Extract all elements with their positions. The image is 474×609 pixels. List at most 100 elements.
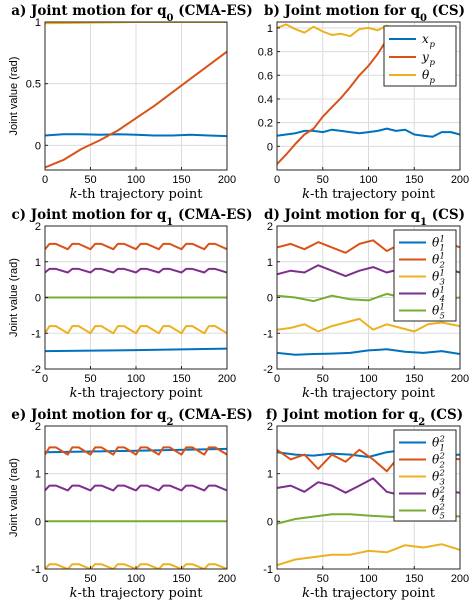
y-tick-label: 0.8: [258, 47, 273, 59]
y-tick-label: 1: [267, 23, 273, 35]
legend-label: θ42: [432, 486, 445, 505]
y-tick-label: 0: [267, 293, 273, 305]
x-tick-label: 100: [359, 174, 377, 186]
series-line-5: [45, 325, 227, 335]
x-tick-label: 50: [84, 174, 96, 186]
x-tick-label: 50: [317, 174, 329, 186]
series-line-3: [45, 484, 227, 492]
x-tick-label: 100: [127, 373, 145, 385]
chart-panel-2: 0 50 100 150 200 0 0.2 0.4 0.6 0.8 1 k-th trajector…: [258, 3, 469, 202]
series-line-3: [45, 22, 227, 25]
x-tick-label: 200: [218, 573, 236, 585]
x-tick-label: 50: [317, 373, 329, 385]
series-line-1: [277, 348, 460, 356]
legend-label: θ51: [432, 303, 445, 322]
y-axis-label: Joint value (rad): [8, 57, 20, 136]
y-tick-label: 0: [267, 516, 273, 528]
series-line-3: [277, 317, 460, 333]
y-tick-label: 0.5: [26, 79, 41, 91]
y-tick-label: 2: [35, 221, 41, 233]
x-tick-label: 150: [405, 573, 423, 585]
chart-title: b) Joint motion for q0 (CS): [264, 3, 465, 24]
x-tick-label: 0: [274, 573, 280, 585]
y-tick-label: 1: [35, 17, 41, 29]
chart-panel-1: 0 50 100 150 200 0 0.5 1 k-th trajectory point Jo…: [8, 3, 253, 202]
y-tick-label: 0.6: [258, 70, 273, 82]
x-tick-label: 200: [451, 174, 469, 186]
y-axis-label: Joint value (rad): [8, 258, 20, 337]
x-tick-label: 100: [127, 174, 145, 186]
y-tick-label: -1: [263, 564, 273, 576]
y-tick-label: -2: [263, 364, 273, 376]
x-tick-label: 150: [405, 174, 423, 186]
legend-label: θ31: [432, 269, 445, 288]
x-tick-label: 0: [274, 373, 280, 385]
x-axis-label: k-th trajectory point: [302, 187, 436, 202]
series-line-2: [277, 29, 397, 165]
x-tick-label: 150: [172, 174, 190, 186]
y-tick-label: 1: [35, 257, 41, 269]
y-tick-label: 2: [267, 221, 273, 233]
x-axis-label: k-th trajectory point: [70, 386, 204, 401]
y-tick-label: -1: [263, 328, 273, 340]
x-tick-label: 200: [451, 573, 469, 585]
y-tick-label: -1: [31, 328, 41, 340]
series-line-5: [45, 563, 227, 569]
x-tick-label: 50: [84, 373, 96, 385]
series-line-2: [45, 446, 227, 456]
x-tick-label: 200: [218, 174, 236, 186]
y-tick-label: 1: [35, 469, 41, 481]
chart-title: c) Joint motion for q1 (CMA-ES): [11, 207, 252, 228]
series-line-1: [45, 347, 227, 353]
y-tick-label: 1: [267, 469, 273, 481]
chart-title: f) Joint motion for q2 (CS): [266, 407, 463, 428]
series-line-3: [45, 267, 227, 274]
x-tick-label: 0: [42, 573, 48, 585]
y-tick-label: 0: [267, 141, 273, 153]
y-tick-label: 2: [267, 421, 273, 433]
y-axis-label: Joint value (rad): [8, 458, 20, 537]
series-line-2: [45, 50, 227, 169]
legend-label: θ11: [432, 235, 445, 254]
x-axis-label: k-th trajectory point: [70, 187, 204, 202]
y-tick-label: 0: [35, 140, 41, 152]
chart-title: a) Joint motion for q0 (CMA-ES): [11, 3, 253, 24]
series-line-3: [277, 543, 460, 567]
legend-label: yp: [421, 50, 436, 68]
x-tick-label: 0: [274, 174, 280, 186]
series-line-1: [45, 133, 227, 138]
legend-label: θ22: [432, 452, 445, 471]
x-tick-label: 50: [84, 573, 96, 585]
y-tick-label: 0.2: [258, 118, 273, 130]
y-tick-label: 0: [35, 293, 41, 305]
legend-label: θp: [422, 68, 436, 86]
chart-title: e) Joint motion for q2 (CMA-ES): [11, 407, 252, 428]
y-tick-label: 0: [35, 516, 41, 528]
legend-label: θ41: [432, 286, 445, 305]
x-tick-label: 0: [42, 373, 48, 385]
x-tick-label: 50: [317, 573, 329, 585]
series-line-1: [277, 127, 460, 138]
x-tick-label: 100: [127, 573, 145, 585]
x-axis-label: k-th trajectory point: [302, 386, 436, 401]
x-axis-label: k-th trajectory point: [70, 586, 204, 601]
x-tick-label: 150: [405, 373, 423, 385]
legend-label: θ52: [432, 503, 445, 522]
series-line-2: [45, 242, 227, 251]
y-tick-label: -2: [31, 364, 41, 376]
legend-label: xp: [422, 32, 436, 50]
y-tick-label: 2: [35, 421, 41, 433]
chart-title: d) Joint motion for q1 (CS): [264, 207, 465, 228]
x-axis-label: k-th trajectory point: [302, 586, 436, 601]
x-tick-label: 100: [359, 373, 377, 385]
chart-panel-4: 0 50 100 150 200 -2 -1 0 1 2 k-th trajectory point…: [263, 207, 469, 401]
x-tick-label: 150: [172, 373, 190, 385]
x-tick-label: 200: [451, 373, 469, 385]
x-tick-label: 100: [359, 573, 377, 585]
